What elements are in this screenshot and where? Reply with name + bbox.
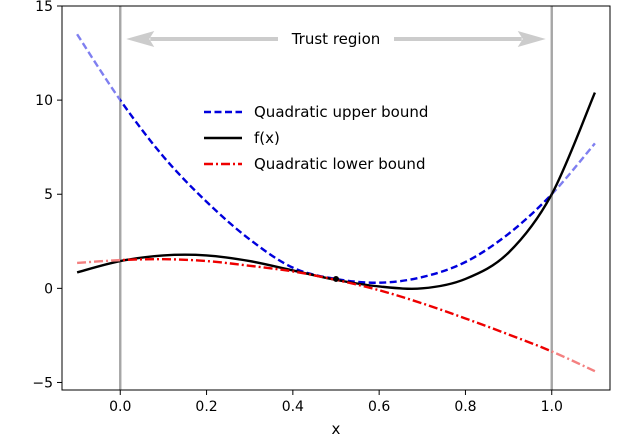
axes: 0.0 0.2 0.4 0.6 0.8 1.0 −5 0 5 10 15 <box>32 0 611 415</box>
series-f-x-line <box>76 259 121 274</box>
x-tick-label: 0.2 <box>195 399 217 415</box>
trust-region-label: Trust region <box>291 30 381 48</box>
legend: Quadratic upper bound f(x) Quadratic lower… <box>204 103 428 173</box>
x-tick-label: 0.8 <box>454 399 476 415</box>
x-tick-label: 0.6 <box>368 399 390 415</box>
legend-label-f-x: f(x) <box>254 129 280 147</box>
legend-label-quadratic-lower-bound: Quadratic lower bound <box>254 155 425 173</box>
trust-region-arrow-right-head <box>517 31 546 47</box>
y-tick-label: 0 <box>44 281 53 297</box>
series-f-x-line <box>551 92 597 197</box>
trust-region: Trust region <box>126 30 546 48</box>
plot-area <box>76 6 597 390</box>
legend-label-quadratic-upper-bound: Quadratic upper bound <box>254 103 428 121</box>
plot-frame <box>61 5 611 391</box>
series-quadratic-upper-bound-line <box>120 98 552 284</box>
x-tick-label: 0.4 <box>282 399 304 415</box>
x-axis-label: x <box>332 420 341 438</box>
trust-region-arrow-left-head <box>126 31 155 47</box>
y-tick-label: 10 <box>35 93 53 109</box>
y-tick-label: 5 <box>44 187 53 203</box>
x-tick-label: 1.0 <box>541 399 563 415</box>
series-quadratic-lower-bound-point <box>205 260 207 262</box>
series-f-x-line <box>120 191 552 290</box>
expansion-point-marker <box>333 275 339 282</box>
y-tick-label: −5 <box>32 375 53 391</box>
y-tick-label: 15 <box>35 0 53 15</box>
x-tick-label: 0.0 <box>109 399 131 415</box>
series-quadratic-lower-bound-point <box>378 289 380 291</box>
